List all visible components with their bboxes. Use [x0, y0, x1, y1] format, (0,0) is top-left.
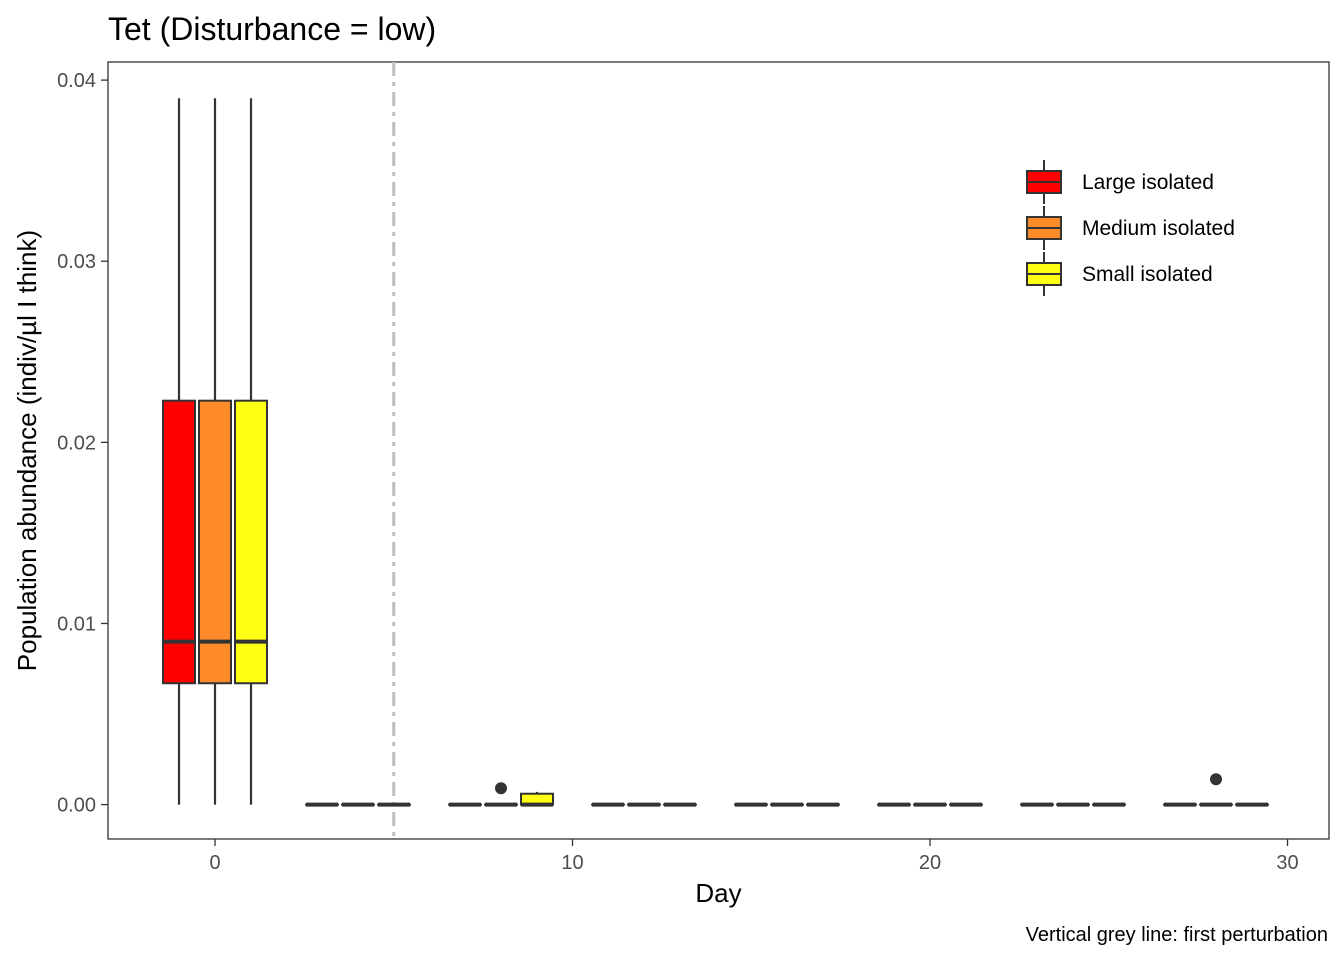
box-group [234, 98, 268, 805]
legend-label: Medium isolated [1082, 217, 1235, 240]
x-axis-title: Day [695, 878, 741, 908]
box-group [162, 98, 196, 805]
box-rect [234, 399, 268, 685]
x-axis: 0 10 20 30 [209, 839, 1299, 874]
outlier-point [495, 782, 507, 795]
box-group [1199, 773, 1233, 807]
x-tick-label: 0 [209, 852, 220, 874]
outlier-point [1210, 773, 1222, 786]
y-tick-label: 0.02 [57, 432, 96, 454]
y-axis-title: Population abundance (indiv/µl I think) [12, 230, 42, 671]
legend: Large isolated Medium isolated Small isola… [1026, 160, 1235, 296]
x-tick-label: 10 [561, 852, 583, 874]
legend-item: Medium isolated [1026, 206, 1235, 250]
legend-label: Large isolated [1082, 171, 1214, 194]
box-group [484, 782, 518, 807]
x-tick-label: 30 [1276, 852, 1298, 874]
legend-label: Small isolated [1082, 263, 1213, 286]
box-group [520, 791, 554, 807]
y-tick-label: 0.01 [57, 613, 96, 635]
box-group [198, 98, 232, 805]
plot-panel [107, 61, 1330, 840]
y-axis: 0.00 0.01 0.02 0.03 0.04 [57, 70, 108, 817]
y-tick-label: 0.04 [57, 70, 96, 92]
box-rect [162, 399, 196, 685]
chart-caption: Vertical grey line: first perturbation [1026, 924, 1328, 946]
box-rect [198, 399, 232, 685]
y-tick-label: 0.00 [57, 795, 96, 817]
legend-item: Large isolated [1026, 160, 1214, 204]
legend-item: Small isolated [1026, 252, 1213, 296]
x-tick-label: 20 [919, 852, 941, 874]
chart-title: Tet (Disturbance = low) [108, 11, 436, 47]
y-tick-label: 0.03 [57, 251, 96, 273]
boxplot-layer [162, 98, 1269, 807]
